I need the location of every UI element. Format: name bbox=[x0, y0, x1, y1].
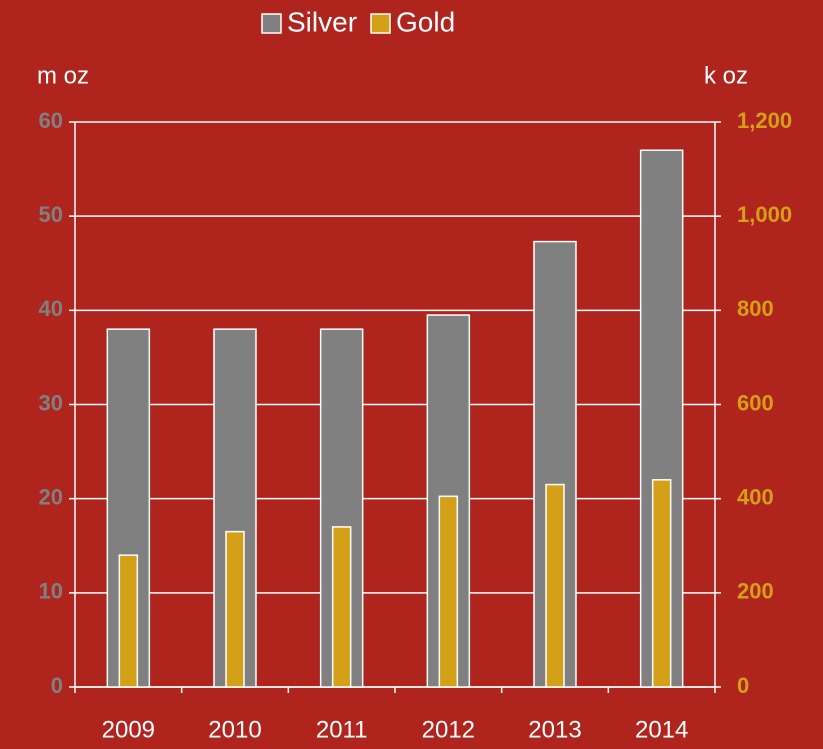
legend-swatch bbox=[261, 13, 282, 34]
y-tick-label: 10 bbox=[39, 579, 63, 604]
x-tick-label: 2013 bbox=[528, 716, 581, 743]
y-tick-label: 30 bbox=[39, 390, 63, 415]
y-tick-label: 0 bbox=[51, 673, 63, 698]
x-tick-label: 2014 bbox=[635, 716, 688, 743]
legend-swatch bbox=[370, 13, 391, 34]
y2-tick-label: 600 bbox=[737, 390, 774, 415]
y2-tick-label: 200 bbox=[737, 579, 774, 604]
y-axis-label: m oz bbox=[37, 62, 89, 89]
x-tick-label: 2009 bbox=[102, 716, 155, 743]
legend-label: Silver bbox=[287, 6, 357, 37]
y-tick-label: 60 bbox=[39, 108, 63, 133]
bar bbox=[331, 526, 352, 688]
y2-axis-label: k oz bbox=[704, 62, 748, 89]
x-tick-label: 2010 bbox=[208, 716, 261, 743]
x-tick-label: 2011 bbox=[316, 716, 368, 743]
y-tick-label: 20 bbox=[39, 484, 63, 509]
y2-tick-label: 1,000 bbox=[737, 202, 792, 227]
y2-tick-label: 400 bbox=[737, 484, 774, 509]
y2-tick-label: 1,200 bbox=[737, 108, 792, 133]
legend-label: Gold bbox=[396, 6, 455, 37]
y-tick-label: 50 bbox=[39, 202, 63, 227]
y2-tick-label: 800 bbox=[737, 296, 774, 321]
bar bbox=[118, 554, 139, 688]
bar bbox=[438, 495, 459, 688]
x-tick-label: 2012 bbox=[422, 716, 475, 743]
y-tick-label: 40 bbox=[39, 296, 63, 321]
y2-tick-label: 0 bbox=[737, 673, 749, 698]
bar bbox=[545, 483, 565, 688]
bar bbox=[651, 479, 672, 688]
bar bbox=[225, 530, 245, 688]
